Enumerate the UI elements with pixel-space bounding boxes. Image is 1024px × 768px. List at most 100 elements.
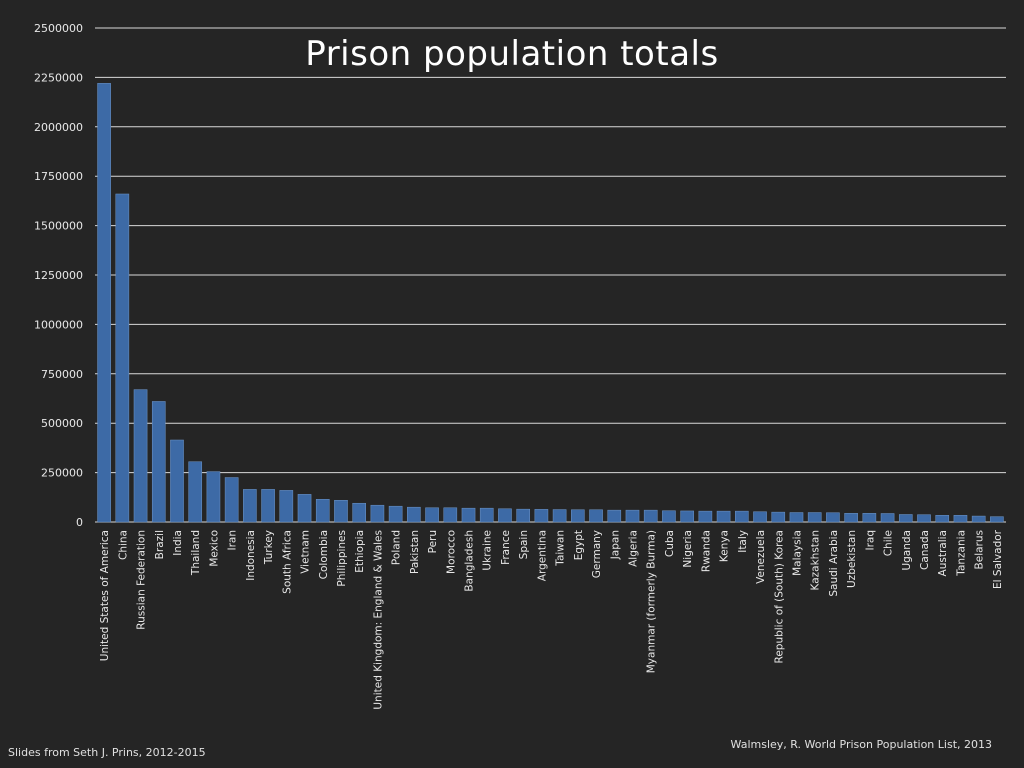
x-tick-label: Ukraine: [482, 530, 494, 571]
bar: [771, 511, 786, 523]
bar: [315, 499, 330, 523]
bar: [716, 510, 731, 523]
bar: [352, 502, 367, 523]
bar: [753, 511, 767, 523]
bar: [589, 509, 603, 523]
x-tick-label: El Salvador: [992, 529, 1004, 589]
y-tick-label: 250000: [41, 467, 83, 480]
bar: [297, 494, 312, 523]
bars: [97, 83, 1004, 523]
bar: [898, 514, 913, 523]
x-tick-label: Brazil: [154, 530, 166, 559]
bar: [97, 83, 111, 523]
x-tick-label: Canada: [919, 530, 931, 570]
x-tick-label: Mexico: [208, 530, 220, 567]
bar: [206, 471, 221, 523]
bar: [826, 512, 840, 523]
bar: [643, 509, 658, 523]
bar: [407, 506, 421, 523]
y-axis-ticks: 0 250000 500000 750000 1000000 1250000 1500000…: [34, 22, 83, 529]
x-tick-label: Colombia: [318, 530, 330, 579]
x-tick-label: Morocco: [445, 530, 457, 574]
x-tick-label: India: [172, 530, 184, 556]
x-tick-label: Iran: [227, 530, 239, 551]
y-tick-label: 2250000: [34, 71, 83, 84]
x-tick-label: Indonesia: [245, 530, 257, 581]
x-tick-label: South Africa: [281, 530, 293, 594]
bar: [844, 513, 858, 523]
x-tick-label: Poland: [391, 530, 403, 565]
y-tick-label: 750000: [41, 368, 83, 381]
x-tick-label: Uzbekistan: [846, 530, 858, 588]
bar: [425, 507, 439, 523]
slide-credit: Slides from Seth J. Prins, 2012-2015: [8, 746, 206, 759]
bar: [388, 505, 403, 523]
x-tick-label: Chile: [883, 530, 895, 556]
x-tick-label: Japan: [609, 530, 621, 560]
source-citation: Walmsley, R. World Prison Population Lis…: [730, 738, 992, 751]
x-tick-label: Russian Federation: [136, 530, 148, 630]
x-tick-label: Argentina: [536, 530, 548, 581]
bar: [953, 515, 968, 523]
x-tick-label: Malaysia: [791, 530, 803, 576]
x-tick-label: Cuba: [664, 530, 676, 557]
bar: [971, 515, 986, 523]
bar: [115, 193, 130, 523]
x-tick-label: Myanmar (formerly Burma): [646, 530, 658, 673]
x-tick-label: Italy: [737, 530, 749, 553]
y-tick-label: 1250000: [34, 269, 83, 282]
bar: [698, 510, 713, 523]
bar: [607, 509, 622, 523]
x-tick-label: Australia: [937, 530, 949, 576]
x-tick-label: China: [117, 530, 129, 560]
x-tick-label: Ethiopia: [354, 530, 366, 573]
x-tick-label: Tanzania: [955, 530, 967, 577]
bar: [935, 515, 950, 523]
x-tick-label: Venezuela: [755, 530, 767, 584]
bar: [170, 439, 184, 523]
bar: [133, 389, 148, 523]
gridlines: [95, 27, 1006, 474]
x-tick-label: Kenya: [719, 530, 731, 562]
x-tick-label: Algeria: [627, 530, 639, 567]
x-tick-label: Rwanda: [700, 530, 712, 572]
chart-title-text: Prison population totals: [297, 34, 727, 74]
bar: [188, 461, 203, 523]
bar: [662, 510, 676, 523]
x-tick-label: Bangladesh: [464, 530, 476, 592]
bar: [862, 513, 877, 523]
bar: [443, 507, 458, 523]
x-tick-label: Peru: [427, 530, 439, 553]
y-tick-label: 0: [76, 516, 83, 529]
bar: [990, 516, 1004, 523]
x-axis-labels: United States of America China Russian Fed…: [99, 529, 1004, 709]
y-tick-label: 1000000: [34, 318, 83, 331]
x-tick-label: Germany: [591, 530, 603, 578]
x-tick-label: Kazakhstan: [810, 530, 822, 591]
x-tick-label: Nigeria: [682, 530, 694, 568]
bar: [917, 514, 931, 523]
bar: [479, 507, 494, 523]
bar: [261, 489, 275, 523]
x-tick-label: Vietnam: [300, 530, 312, 574]
y-tick-label: 1500000: [34, 220, 83, 233]
x-tick-label: Saudi Arabia: [828, 530, 840, 597]
bar: [534, 509, 549, 523]
bar: [461, 507, 476, 523]
x-tick-label: Pakistan: [409, 530, 421, 574]
bar: [807, 512, 822, 523]
y-tick-label: 2000000: [34, 121, 83, 134]
x-tick-label: Uganda: [901, 530, 913, 571]
bar: [498, 508, 512, 523]
x-tick-label: Thailand: [190, 530, 202, 576]
y-tick-label: 500000: [41, 417, 83, 430]
bar: [151, 401, 166, 523]
x-tick-label: United States of America: [99, 530, 111, 661]
bar: [334, 500, 348, 523]
y-tick-label: 2500000: [34, 22, 83, 35]
bar: [880, 513, 895, 523]
bar: [571, 509, 585, 523]
y-tick-label: 1750000: [34, 170, 83, 183]
x-tick-label: Republic of (South) Korea: [773, 530, 785, 664]
